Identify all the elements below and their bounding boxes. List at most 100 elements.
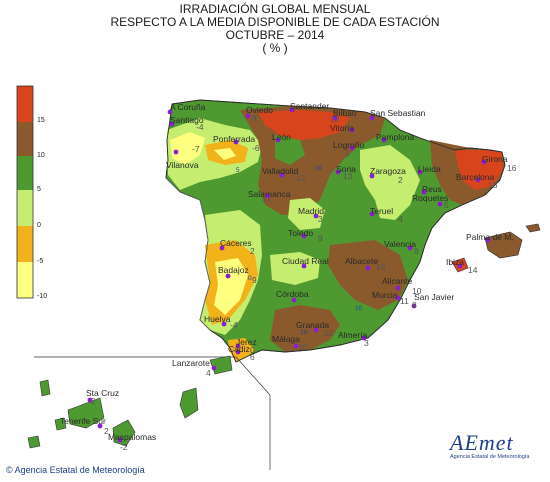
station-sta-cruz: Sta Cruz-2 xyxy=(86,388,119,406)
station-marker xyxy=(475,177,481,183)
station-marker xyxy=(485,237,491,243)
station-name: Santiago xyxy=(170,115,204,125)
station-value: 4 xyxy=(398,214,403,224)
station-marker xyxy=(245,113,251,119)
station-marker xyxy=(221,321,227,327)
station-reus: Reus xyxy=(421,184,442,195)
station-maspalomas: Maspalomas-2 xyxy=(108,432,156,452)
legend-swatch-5 xyxy=(17,156,33,190)
station-marker xyxy=(395,285,401,291)
station-teruel: Teruel 4 xyxy=(369,206,403,224)
station-name: Logroño xyxy=(333,140,364,150)
station-name: Lleida xyxy=(418,164,441,174)
station-name: San Javier xyxy=(414,292,454,302)
station-toledo: Toledo 9 xyxy=(288,228,323,243)
station-value: 6 xyxy=(250,352,255,362)
station-name: Sta Cruz xyxy=(86,388,119,398)
station-value: 11 xyxy=(262,194,271,204)
station-value: 6 xyxy=(250,352,255,362)
svg-text:10: 10 xyxy=(315,165,323,172)
station-name: Almería xyxy=(338,330,368,340)
map-period: OCTUBRE – 2014 xyxy=(225,28,325,42)
station-pamplona: Pamplona xyxy=(376,132,415,143)
station-name: Tenerife Sur xyxy=(60,416,106,426)
station-marker xyxy=(369,173,375,179)
legend-swatch-minus5 xyxy=(17,226,33,262)
station-marker xyxy=(381,137,387,143)
station-value: 10 xyxy=(298,342,308,352)
station-palma-de-m-: Palma de M. xyxy=(466,232,514,243)
station-marker xyxy=(275,137,281,143)
station-lleida: Lleida xyxy=(417,164,441,175)
map-units: ( % ) xyxy=(262,41,288,55)
station-value: 12 xyxy=(330,114,340,124)
station-name: Badajoz xyxy=(218,265,249,275)
station-name: Córdoba xyxy=(276,289,309,299)
station-value: 8 xyxy=(414,246,419,256)
station-name: Málaga xyxy=(272,334,300,344)
station-name: Barcelona xyxy=(456,172,495,182)
station-value: 3 xyxy=(364,338,369,348)
station-value: 2 xyxy=(398,175,403,185)
station-value: -4 xyxy=(230,320,238,330)
station-name: Toledo xyxy=(288,228,313,238)
station-name: Ibiza xyxy=(446,257,464,267)
station-name: Murcia xyxy=(372,290,398,300)
station-marker xyxy=(301,263,307,269)
station-value: 14 xyxy=(468,265,478,275)
station-marker xyxy=(349,127,355,133)
station-name: Cáceres xyxy=(220,238,252,248)
station-marker xyxy=(411,303,417,309)
station-c-rdoba: Córdoba xyxy=(276,289,309,303)
station-ciudad-real: Ciudad Real xyxy=(282,256,329,269)
station-value: 13 xyxy=(343,171,353,181)
station-marker xyxy=(211,365,217,371)
map-title: IRRADIACIÓN GLOBAL MENSUAL xyxy=(179,2,371,16)
station-value: 18 xyxy=(488,180,498,190)
station-marker xyxy=(97,423,103,429)
station-name: Jerez xyxy=(236,337,257,347)
station-name: Ciudad Real xyxy=(282,256,329,266)
station-a-coru-a: A Coruña xyxy=(167,102,206,115)
station-name: Teruel xyxy=(370,206,393,216)
menorca-island xyxy=(525,223,541,233)
station-marker xyxy=(293,343,299,349)
station-name: Roquetes xyxy=(412,193,448,203)
station-value: -2 xyxy=(88,396,96,406)
station-name: León xyxy=(272,132,291,142)
station-value: 11 xyxy=(400,296,409,306)
station-marker xyxy=(395,295,401,301)
station-name: Granada xyxy=(296,320,329,330)
agency-name: Agencia Estatal de Meteorología xyxy=(14,465,145,475)
legend-label-5: 5 xyxy=(37,186,41,193)
station-marker xyxy=(361,335,367,341)
legend-label-15: 15 xyxy=(37,117,45,124)
station-name: Vitoria xyxy=(330,123,354,133)
legend-bar xyxy=(16,85,34,299)
station-name: Valencia xyxy=(384,239,416,249)
station-value: 12 xyxy=(324,328,334,338)
legend-swatch-15 xyxy=(17,86,33,122)
station-name: Zaragoza xyxy=(370,166,406,176)
station-name: Reus xyxy=(422,184,442,194)
station-marker xyxy=(235,349,241,355)
station-marker xyxy=(481,159,487,165)
station-marker xyxy=(457,263,463,269)
station-value: 3 xyxy=(318,214,323,224)
station-marker xyxy=(417,169,423,175)
legend-label-minus5: -5 xyxy=(37,258,44,265)
station-name: Girona xyxy=(482,154,508,164)
